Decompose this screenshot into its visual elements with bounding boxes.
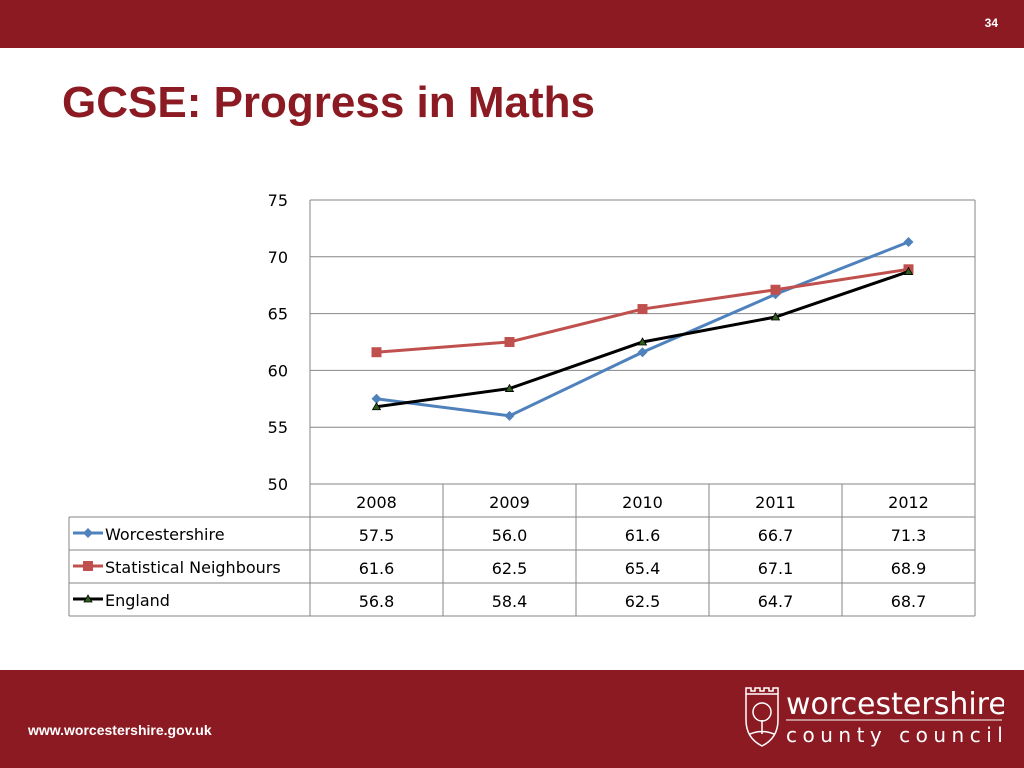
data-point-triangle [83,594,93,603]
table-cell: 68.9 [891,559,927,578]
data-point-triangle [770,312,781,321]
data-point-square [637,304,648,315]
footer-url[interactable]: www.worcestershire.gov.uk [28,722,212,738]
category-label: 2012 [888,493,929,512]
category-label: 2010 [622,493,663,512]
y-tick-label: 70 [268,248,288,267]
data-point-triangle [504,383,515,392]
table-cell: 67.1 [758,559,794,578]
data-point-diamond [371,393,382,404]
page-title: GCSE: Progress in Maths [62,78,596,127]
data-point-square [770,284,781,295]
logo-text-1: worcestershire [786,687,1004,722]
category-label: 2009 [489,493,530,512]
y-tick-label: 75 [268,191,288,210]
data-point-diamond [83,528,93,538]
category-label: 2011 [755,493,796,512]
data-point-square [83,561,93,571]
y-tick-label: 65 [268,305,288,324]
table-cell: 61.6 [625,526,661,545]
table-cell: 71.3 [891,526,927,545]
data-point-triangle [371,401,382,411]
table-cell: 62.5 [625,592,661,611]
legend-label: Worcestershire [105,525,225,544]
data-point-triangle [637,337,648,346]
y-tick-label: 60 [268,361,288,380]
data-point-square [371,347,382,358]
line-chart: 50 55 60 65 70 75 2008 2009 2010 2011 2012 Worceste… [68,191,976,617]
table-cell: 65.4 [625,559,661,578]
y-tick-label: 55 [268,418,288,437]
data-point-diamond [903,237,914,248]
logo-text-2: county council [786,723,1004,747]
data-point-triangle [903,266,914,275]
table-cell: 58.4 [492,592,528,611]
table-cell: 57.5 [359,526,395,545]
table-cell: 64.7 [758,592,794,611]
category-label: 2008 [356,493,397,512]
y-tick-label: 50 [268,475,288,494]
series-line-worcestershire [376,240,910,418]
data-point-diamond [637,347,648,358]
legend-label: England [105,591,170,610]
table-cell: 62.5 [492,559,528,578]
legend-label: Statistical Neighbours [105,558,281,577]
table-cell: 56.8 [359,592,395,611]
footer-bar: www.worcestershire.gov.uk worcestershire… [0,670,1024,768]
table-cell: 56.0 [492,526,528,545]
data-point-square [504,337,515,347]
header-bar: 34 [0,0,1024,48]
table-cell: 61.6 [359,559,395,578]
table-cell: 68.7 [891,592,927,611]
data-point-diamond [504,410,515,421]
council-logo: worcestershire county council [745,687,1004,747]
page-number: 34 [984,16,998,30]
table-cell: 66.7 [758,526,794,545]
